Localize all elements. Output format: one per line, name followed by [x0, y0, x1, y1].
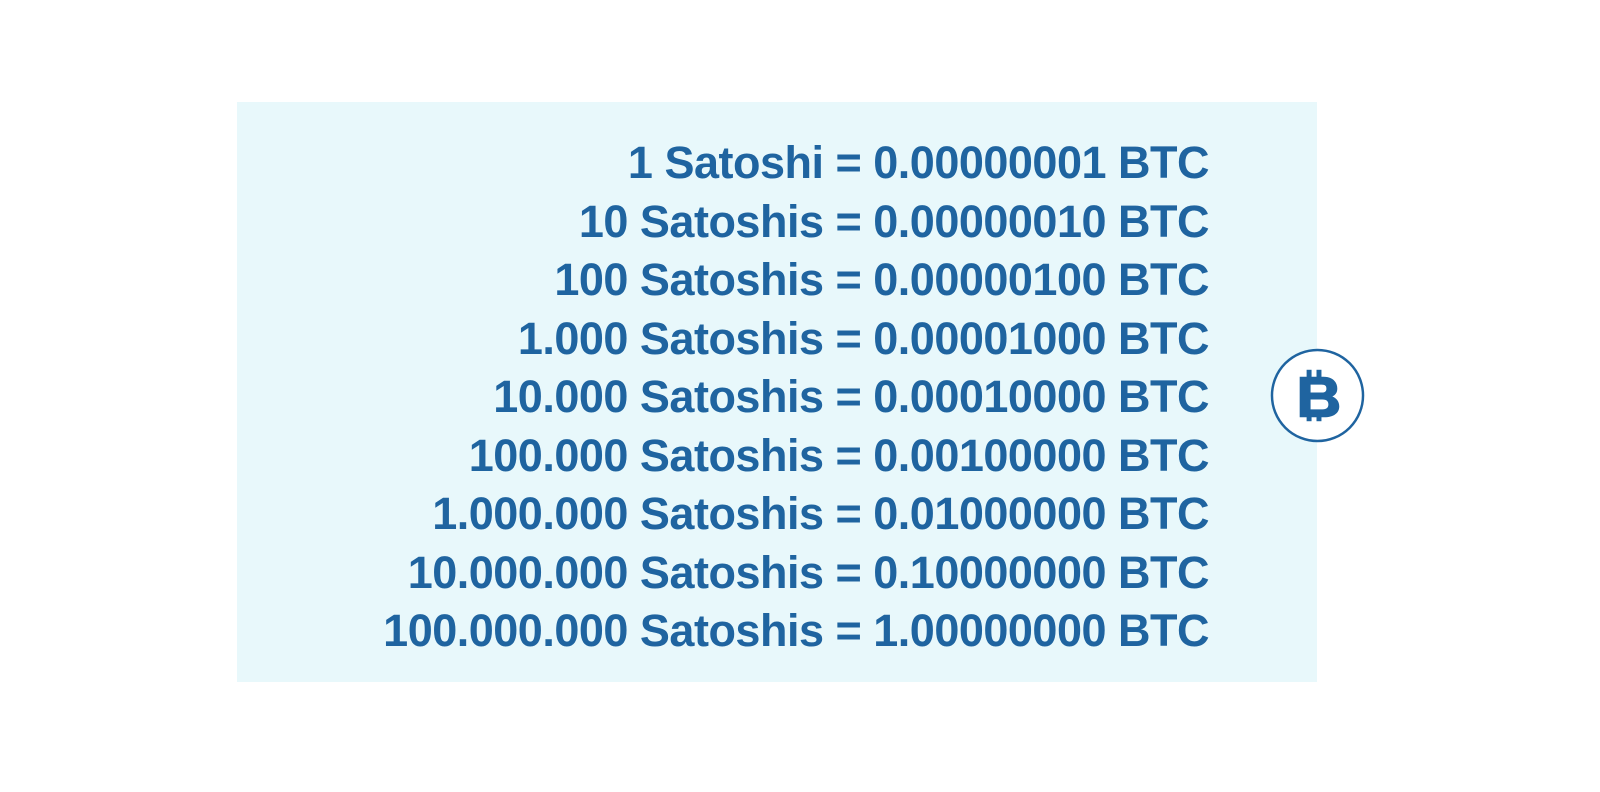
conversion-row: 10.000.000 Satoshis = 0.10000000 BTC: [407, 546, 1210, 598]
conversion-row: 10.000 Satoshis = 0.00010000 BTC: [493, 371, 1209, 422]
conversion-row: 1.000.000 Satoshis = 0.01000000 BTC: [432, 488, 1209, 539]
conversion-row: 1.000 Satoshis = 0.00001000 BTC: [517, 312, 1210, 364]
conversion-row: 100.000 Satoshis = 0.00100000 BTC: [468, 429, 1210, 481]
conversion-row: 10 Satoshis = 0.00000010 BTC: [578, 195, 1210, 247]
conversion-row: 100 Satoshis = 0.00000100 BTC: [554, 254, 1209, 305]
conversion-panel: 1 Satoshi = 0.00000001 BTC 10 Satoshis =…: [237, 102, 1317, 682]
conversion-list: 1 Satoshi = 0.00000001 BTC 10 Satoshis =…: [383, 134, 1209, 661]
conversion-row: 1 Satoshi = 0.00000001 BTC: [627, 137, 1210, 188]
bitcoin-icon: [1270, 348, 1365, 443]
conversion-row: 100.000.000 Satoshis = 1.00000000 BTC: [383, 605, 1209, 656]
